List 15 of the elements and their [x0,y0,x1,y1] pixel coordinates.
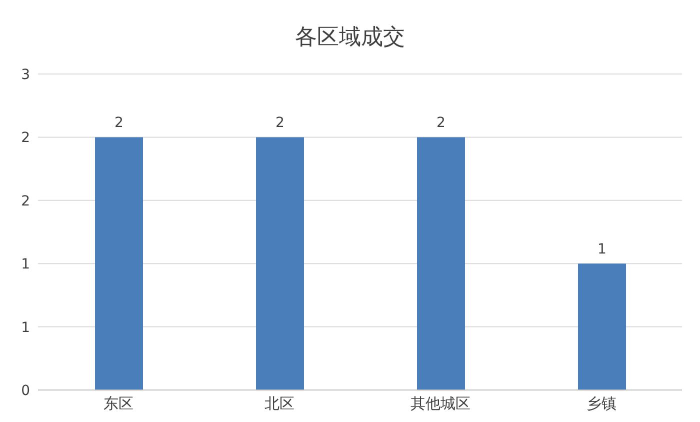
y-tick-label: 1 [21,320,30,336]
data-label: 1 [598,242,606,258]
y-tick-label: 2 [21,130,30,146]
y-tick-label: 1 [21,256,30,273]
y-tick-label: 2 [21,193,30,210]
y-tick-label: 3 [21,66,30,83]
data-label: 2 [276,115,284,132]
x-tick-label: 其他城区 [410,394,470,413]
x-tick-label: 东区 [104,394,134,413]
x-tick-label: 北区 [264,394,294,413]
data-label: 2 [114,115,124,132]
y-tick-label: 0 [21,382,30,399]
chart-title: 各区域成交 [294,24,406,52]
data-label: 2 [436,115,446,132]
x-tick-label: 乡镇 [586,394,616,413]
